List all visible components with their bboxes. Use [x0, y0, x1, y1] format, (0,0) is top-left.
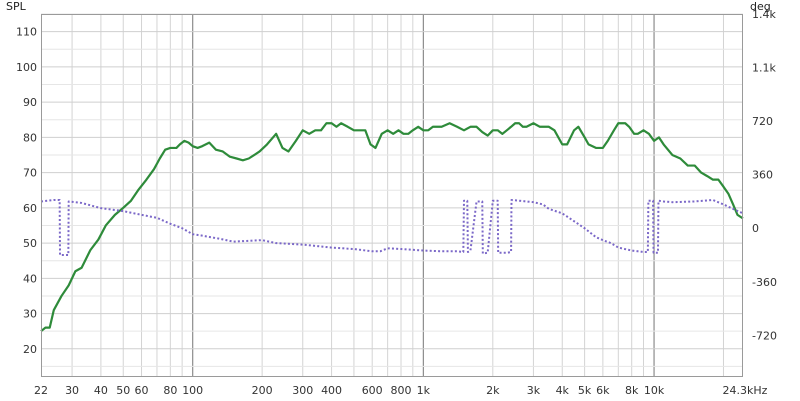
x-tick-label: 800: [391, 384, 412, 397]
x-tick-label: 100: [182, 384, 203, 397]
x-tick-label: 50: [116, 384, 130, 397]
y-left-tick-label: 110: [16, 26, 37, 39]
y-right-tick-label: 360: [752, 169, 773, 182]
y-axis-right-title: deg: [750, 0, 771, 13]
y-right-tick-label: 0: [752, 222, 759, 235]
x-tick-label: 10k: [644, 384, 665, 397]
phase-line: [40, 198, 744, 257]
y-left-tick-label: 100: [16, 61, 37, 74]
x-tick-label: 6k: [596, 384, 610, 397]
x-tick-label: 2k: [486, 384, 500, 397]
x-tick-label: 80: [163, 384, 177, 397]
x-tick-label: 8k: [625, 384, 639, 397]
grid: [41, 13, 743, 377]
y-left-tick-label: 50: [23, 237, 37, 250]
x-tick-label: 24.3kHz: [723, 384, 768, 397]
tick-labels: 22 30 40 50 60 80 100 200 300 400 600 800 1k 2k 3k 4k 5k…: [16, 8, 777, 397]
y-left-tick-label: 90: [23, 96, 37, 109]
x-tick-label: 400: [321, 384, 342, 397]
y-left-tick-label: 60: [23, 202, 37, 215]
series-layer: [40, 122, 744, 333]
y-left-tick-label: 20: [23, 343, 37, 356]
y-left-tick-label: 30: [23, 308, 37, 321]
plot-frame: [41, 14, 743, 377]
x-tick-label: 5k: [578, 384, 592, 397]
x-tick-label: 60: [135, 384, 149, 397]
x-tick-label: 300: [292, 384, 313, 397]
x-tick-label: 40: [94, 384, 108, 397]
y-right-tick-label: -360: [752, 276, 777, 289]
x-tick-label: 200: [252, 384, 273, 397]
y-right-tick-label: 720: [752, 115, 773, 128]
x-tick-label: 30: [65, 384, 79, 397]
x-tick-label: 4k: [556, 384, 570, 397]
x-tick-label: 22: [34, 384, 48, 397]
spl-line: [40, 122, 744, 333]
x-tick-label: 600: [362, 384, 383, 397]
y-right-tick-label: -720: [752, 329, 777, 342]
y-left-tick-label: 40: [23, 272, 37, 285]
y-right-tick-label: 1.1k: [752, 62, 776, 75]
y-axis-left-title: SPL: [6, 0, 27, 13]
y-left-tick-label: 80: [23, 131, 37, 144]
y-left-tick-label: 70: [23, 167, 37, 180]
x-tick-label: 1k: [417, 384, 431, 397]
y-right-tick-label: 1.4k: [752, 8, 776, 21]
x-tick-label: 3k: [527, 384, 541, 397]
plot-area: [41, 14, 743, 377]
